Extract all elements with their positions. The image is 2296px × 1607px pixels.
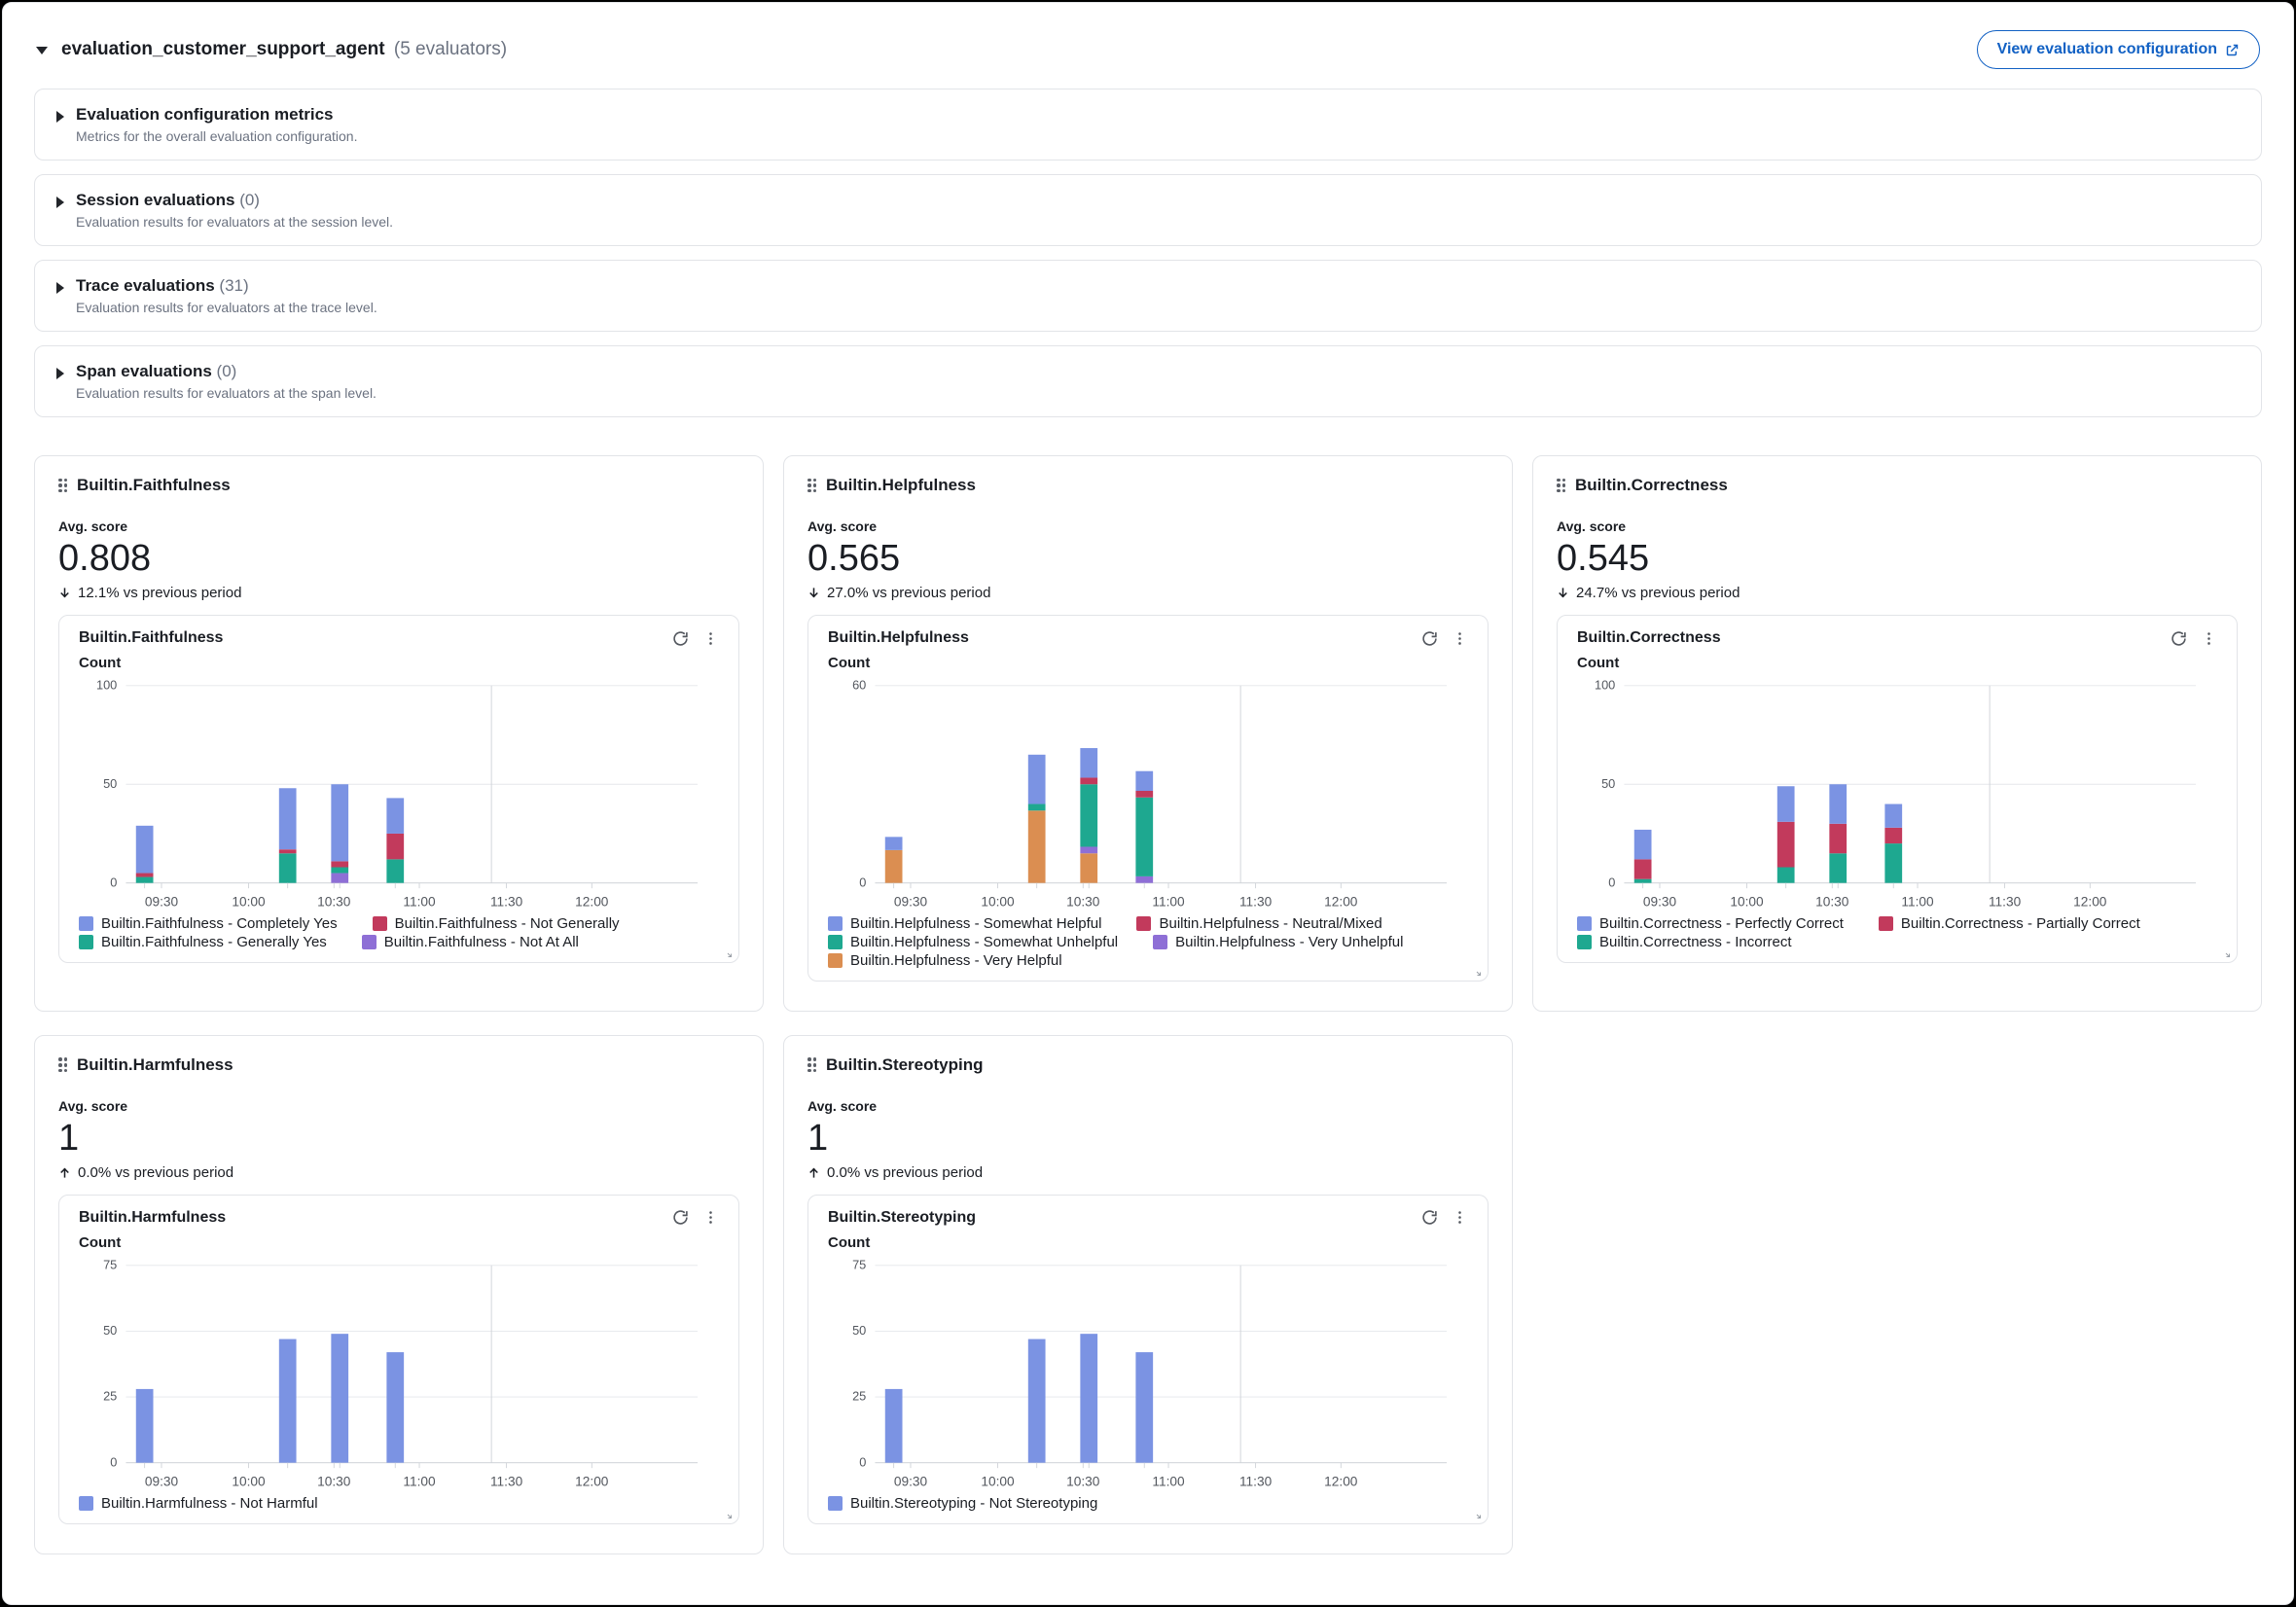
svg-text:11:30: 11:30 xyxy=(1989,894,2022,909)
svg-text:0: 0 xyxy=(859,875,866,889)
svg-text:50: 50 xyxy=(852,1323,866,1338)
svg-text:10:30: 10:30 xyxy=(317,1474,351,1488)
svg-text:12:00: 12:00 xyxy=(2073,894,2107,909)
svg-text:10:00: 10:00 xyxy=(981,1474,1015,1488)
svg-text:12:00: 12:00 xyxy=(1324,894,1358,909)
svg-text:10:00: 10:00 xyxy=(232,1474,266,1488)
svg-text:10:00: 10:00 xyxy=(232,894,266,909)
svg-text:11:30: 11:30 xyxy=(1239,1474,1273,1488)
svg-text:75: 75 xyxy=(852,1257,866,1271)
svg-text:11:00: 11:00 xyxy=(403,1474,436,1488)
svg-text:11:00: 11:00 xyxy=(1152,894,1185,909)
svg-text:09:30: 09:30 xyxy=(145,1474,179,1488)
svg-text:25: 25 xyxy=(103,1388,117,1403)
svg-text:10:30: 10:30 xyxy=(1815,894,1849,909)
svg-text:75: 75 xyxy=(103,1257,117,1271)
svg-text:10:30: 10:30 xyxy=(317,894,351,909)
svg-text:50: 50 xyxy=(1601,776,1615,791)
svg-text:50: 50 xyxy=(103,1323,117,1338)
svg-text:09:30: 09:30 xyxy=(894,1474,928,1488)
svg-text:0: 0 xyxy=(110,1454,117,1469)
svg-text:10:30: 10:30 xyxy=(1066,894,1100,909)
svg-text:12:00: 12:00 xyxy=(575,1474,609,1488)
svg-text:09:30: 09:30 xyxy=(145,894,179,909)
svg-text:60: 60 xyxy=(852,677,866,692)
svg-text:0: 0 xyxy=(859,1454,866,1469)
svg-text:11:00: 11:00 xyxy=(1152,1474,1185,1488)
svg-text:10:30: 10:30 xyxy=(1066,1474,1100,1488)
svg-text:10:00: 10:00 xyxy=(981,894,1015,909)
svg-text:11:30: 11:30 xyxy=(490,1474,523,1488)
svg-text:09:30: 09:30 xyxy=(894,894,928,909)
svg-text:0: 0 xyxy=(110,875,117,889)
svg-text:12:00: 12:00 xyxy=(575,894,609,909)
svg-text:11:30: 11:30 xyxy=(490,894,523,909)
svg-text:50: 50 xyxy=(103,776,117,791)
svg-text:11:00: 11:00 xyxy=(1901,894,1934,909)
svg-text:12:00: 12:00 xyxy=(1324,1474,1358,1488)
svg-text:11:30: 11:30 xyxy=(1239,894,1273,909)
svg-text:100: 100 xyxy=(96,677,117,692)
svg-text:10:00: 10:00 xyxy=(1730,894,1764,909)
svg-text:11:00: 11:00 xyxy=(403,894,436,909)
svg-text:09:30: 09:30 xyxy=(1643,894,1677,909)
svg-text:100: 100 xyxy=(1595,677,1615,692)
svg-text:0: 0 xyxy=(1608,875,1615,889)
svg-text:25: 25 xyxy=(852,1388,866,1403)
